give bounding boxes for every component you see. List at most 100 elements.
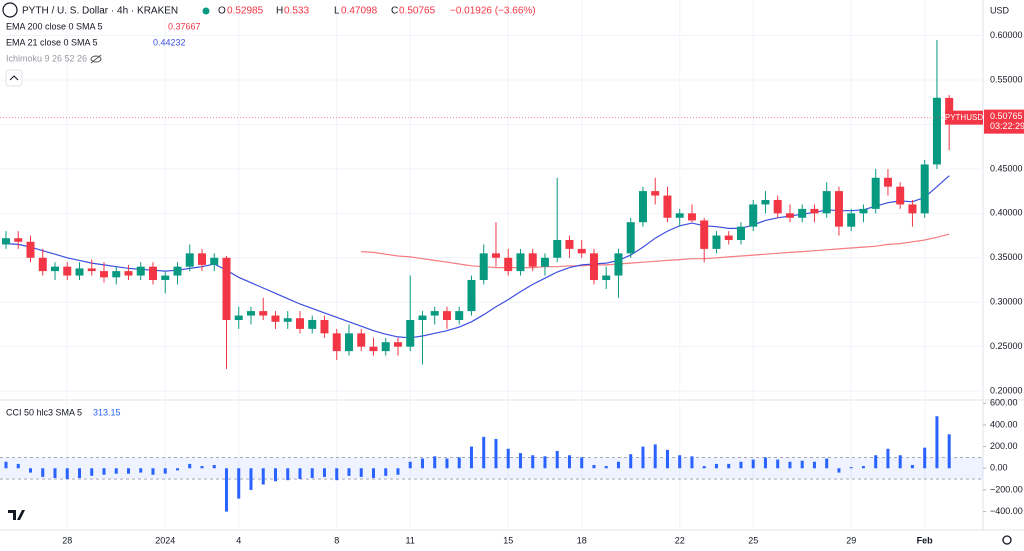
- candle-body: [712, 235, 721, 249]
- indicator-value: 0.44232: [153, 37, 186, 47]
- settings-icon[interactable]: [1002, 535, 1012, 545]
- cci-bar: [531, 455, 535, 469]
- candle-body: [589, 253, 598, 280]
- candle-body: [822, 191, 831, 214]
- candle-body: [185, 253, 194, 267]
- cci-bar: [714, 463, 718, 469]
- cci-bar: [4, 461, 8, 469]
- candle-body: [161, 275, 170, 280]
- y-tick-label: 0.25000: [990, 341, 1023, 351]
- candle-body: [528, 253, 537, 267]
- cci-bar: [224, 468, 228, 512]
- x-tick-label: 4: [236, 535, 241, 545]
- y-tick-label: 400.00: [990, 419, 1018, 429]
- y-tick-label: 0.30000: [990, 297, 1023, 307]
- tv-logo: [8, 510, 25, 520]
- cci-band: [0, 457, 983, 480]
- candle-body: [50, 266, 59, 272]
- collapse-button[interactable]: [5, 69, 23, 87]
- ohlc-key: C: [391, 6, 398, 17]
- candle-body: [246, 311, 255, 316]
- candle-body: [197, 253, 206, 265]
- candle-body: [124, 271, 133, 276]
- candle-body: [516, 253, 525, 272]
- candle-body: [393, 342, 402, 347]
- cci-bar: [506, 448, 510, 469]
- cci-bar: [396, 468, 400, 475]
- y-tick-label: 0.60000: [990, 30, 1023, 40]
- candle-body: [136, 266, 145, 276]
- cci-bar: [494, 439, 498, 469]
- candle-body: [491, 253, 500, 258]
- cci-bar: [359, 468, 363, 477]
- y-tick-label: −400.00: [990, 506, 1023, 516]
- cci-bar: [543, 456, 547, 469]
- candle-body: [883, 177, 892, 187]
- candle-body: [320, 320, 329, 334]
- x-tick-label: 11: [406, 535, 415, 545]
- cci-bar: [727, 463, 731, 469]
- candle-body: [430, 311, 439, 316]
- cci-bar: [310, 468, 314, 478]
- cci-bar: [923, 447, 927, 469]
- candle-body: [577, 248, 586, 254]
- candle-body: [406, 320, 415, 347]
- candle-body: [418, 315, 427, 320]
- cci-bar: [947, 434, 951, 469]
- y-tick-label: 0.40000: [990, 208, 1023, 218]
- eye-icon[interactable]: [90, 54, 102, 64]
- cci-bar: [420, 458, 424, 469]
- candle-body: [357, 333, 366, 347]
- cci-bar: [163, 468, 167, 474]
- cci-bar: [653, 444, 657, 469]
- last-price: 0.50765: [990, 111, 1023, 121]
- indicator-name: EMA 21 close 0 SMA 5: [6, 37, 98, 47]
- plot-area: [0, 0, 983, 530]
- cci-bar: [861, 466, 865, 469]
- cci-bar: [286, 468, 290, 481]
- currency-button[interactable]: USD: [985, 3, 1021, 19]
- cci-bar: [261, 468, 265, 485]
- cci-bar: [837, 468, 841, 473]
- cci-bar: [910, 465, 914, 469]
- candle-body: [614, 253, 623, 276]
- cci-bar: [151, 468, 155, 475]
- candle-body: [442, 311, 451, 320]
- candle-body: [687, 213, 696, 221]
- ohlc-value: 0.50765: [399, 6, 436, 17]
- cci-bar: [874, 455, 878, 469]
- cci-bar: [469, 446, 473, 469]
- candle-body: [920, 164, 929, 214]
- candle-body: [773, 200, 782, 214]
- candle-body: [504, 257, 513, 272]
- candle-body: [565, 240, 574, 249]
- candle-body: [222, 257, 231, 320]
- ohlc-value: 0.47098: [341, 6, 378, 17]
- candle-body: [798, 208, 807, 218]
- cci-bar: [188, 463, 192, 469]
- price-tag: [984, 109, 1024, 134]
- cci-bar: [800, 460, 804, 469]
- candle-body: [602, 275, 611, 280]
- candle-body: [467, 280, 476, 312]
- cci-bar: [641, 446, 645, 469]
- candle-body: [455, 311, 464, 320]
- indicator-line: [361, 233, 950, 269]
- candle-body: [700, 220, 709, 249]
- candle-body: [810, 208, 819, 214]
- candle-body: [724, 235, 733, 240]
- candle-body: [87, 268, 96, 272]
- cci-bar: [114, 468, 118, 474]
- cci-bar: [604, 466, 608, 469]
- cci-bar: [273, 468, 277, 482]
- x-tick-label: 25: [748, 535, 758, 545]
- cci-bar: [702, 466, 706, 469]
- cci-bar: [90, 468, 94, 476]
- candle-body: [283, 318, 292, 322]
- symbol-label: PYTHUSD: [945, 113, 983, 122]
- cci-bar: [445, 458, 449, 469]
- y-tick-label: −200.00: [990, 484, 1023, 494]
- candle-body: [871, 177, 880, 209]
- cci-bar: [384, 468, 388, 476]
- cci-name: CCI 50 hlc3 SMA 5: [6, 407, 82, 417]
